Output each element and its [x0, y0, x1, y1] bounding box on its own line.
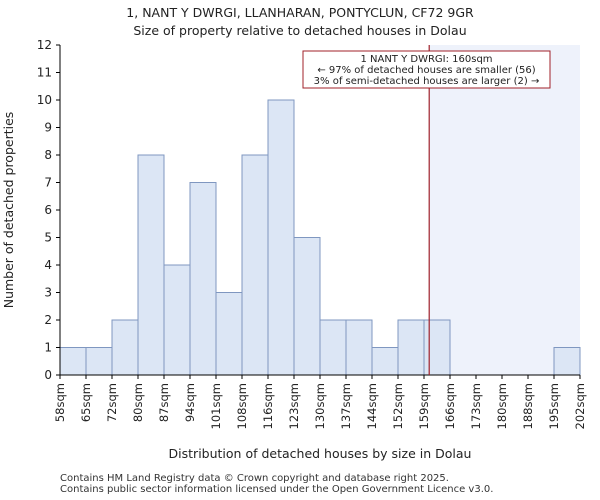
- y-tick-label: 11: [37, 66, 52, 80]
- x-tick-label: 173sqm: [469, 383, 483, 429]
- bar-116sqm: [267, 99, 295, 376]
- x-tick-label: 130sqm: [313, 383, 327, 429]
- chart-subtitle: Size of property relative to detached ho…: [133, 23, 467, 38]
- x-axis-title: Distribution of detached houses by size …: [169, 446, 472, 461]
- y-tick-label: 7: [44, 176, 52, 190]
- x-tick-label: 72sqm: [105, 383, 119, 422]
- bar-123sqm: [293, 237, 321, 376]
- footer-line-1: Contains HM Land Registry data © Crown c…: [60, 473, 449, 484]
- annotation-smaller: ← 97% of detached houses are smaller (56…: [317, 65, 535, 76]
- x-tick-label: 108sqm: [235, 383, 249, 429]
- larger-region-shade: [429, 45, 580, 375]
- x-tick-label: 159sqm: [417, 383, 431, 429]
- bar-80sqm: [137, 154, 165, 376]
- x-tick-label: 166sqm: [443, 383, 457, 429]
- bar-65sqm: [85, 347, 113, 376]
- x-tick-label: 195sqm: [547, 383, 561, 429]
- y-tick-label: 10: [37, 93, 52, 107]
- annotation-larger: 3% of semi-detached houses are larger (2…: [314, 76, 540, 87]
- bar-152sqm: [397, 319, 425, 376]
- x-tick-label: 202sqm: [573, 383, 587, 429]
- x-tick-label: 152sqm: [391, 383, 405, 429]
- x-tick-label: 137sqm: [339, 383, 353, 429]
- x-tick-label: 101sqm: [209, 383, 223, 429]
- x-tick-label: 87sqm: [157, 383, 171, 422]
- x-tick-label: 144sqm: [365, 383, 379, 429]
- x-tick-label: 80sqm: [131, 383, 145, 422]
- y-tick-label: 1: [44, 341, 52, 355]
- y-tick-label: 3: [44, 286, 52, 300]
- bar-137sqm: [345, 319, 373, 376]
- bar-94sqm: [189, 182, 217, 376]
- bar-87sqm: [163, 264, 191, 376]
- y-tick-label: 0: [44, 368, 52, 382]
- x-tick-label: 180sqm: [495, 383, 509, 429]
- bar-72sqm: [111, 319, 139, 376]
- y-tick-label: 5: [44, 231, 52, 245]
- x-tick-label: 116sqm: [261, 383, 275, 429]
- y-tick-label: 2: [44, 313, 52, 327]
- y-tick-label: 8: [44, 148, 52, 162]
- bar-108sqm: [241, 154, 269, 376]
- x-tick-label: 188sqm: [521, 383, 535, 429]
- x-tick-label: 123sqm: [287, 383, 301, 429]
- annotation-title: 1 NANT Y DWRGI: 160sqm: [360, 54, 492, 65]
- bar-144sqm: [371, 347, 399, 376]
- bar-58sqm: [59, 347, 87, 376]
- y-tick-label: 4: [44, 258, 52, 272]
- bar-130sqm: [319, 319, 347, 376]
- annotation-box: [302, 50, 551, 89]
- bar-195sqm: [553, 347, 581, 376]
- footer-line-2: Contains public sector information licen…: [60, 484, 494, 495]
- y-tick-label: 6: [44, 203, 52, 217]
- x-tick-label: 65sqm: [79, 383, 93, 422]
- bar-159sqm: [423, 319, 451, 376]
- x-tick-label: 94sqm: [183, 383, 197, 422]
- bar-101sqm: [215, 292, 243, 376]
- chart-title: 1, NANT Y DWRGI, LLANHARAN, PONTYCLUN, C…: [126, 5, 474, 20]
- y-tick-label: 9: [44, 121, 52, 135]
- y-tick-label: 12: [37, 38, 52, 52]
- y-axis-title: Number of detached properties: [1, 112, 16, 309]
- x-tick-label: 58sqm: [53, 383, 67, 422]
